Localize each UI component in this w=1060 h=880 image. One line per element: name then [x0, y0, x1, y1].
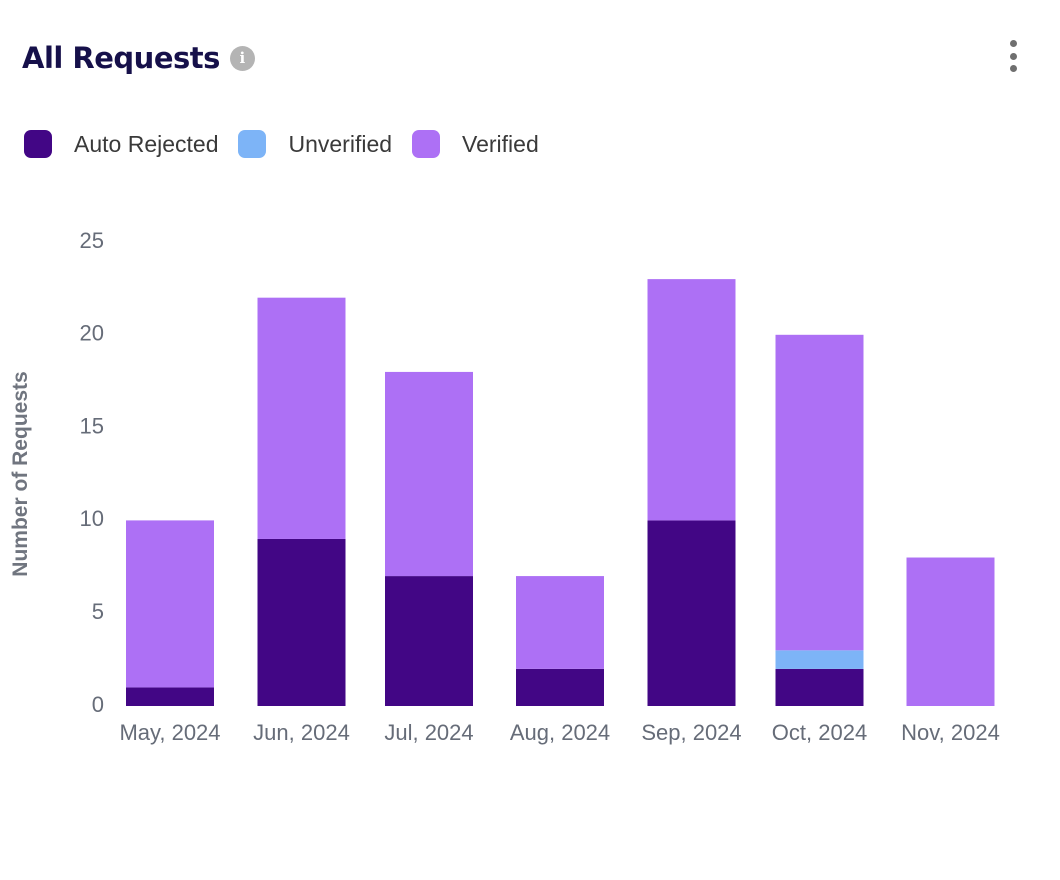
bar-auto-rejected	[385, 576, 473, 706]
card-header: All Requests i	[22, 36, 255, 80]
y-tick-label: 0	[92, 692, 104, 717]
bar-auto-rejected	[775, 668, 864, 706]
y-tick-label: 15	[80, 413, 104, 438]
y-tick-label: 10	[80, 506, 104, 531]
bar-auto-rejected	[516, 668, 604, 706]
bar-auto-rejected	[647, 520, 736, 706]
menu-dot	[1009, 52, 1017, 60]
legend-item-unverified[interactable]: Unverified	[238, 130, 392, 158]
y-tick-label: 20	[80, 321, 104, 346]
y-tick-label: 5	[92, 599, 104, 624]
x-tick-label: May, 2024	[119, 720, 220, 745]
bar-verified	[385, 371, 473, 577]
bar-verified	[775, 334, 864, 651]
legend-label: Unverified	[288, 130, 393, 157]
legend-swatch	[412, 130, 441, 158]
info-icon[interactable]: i	[229, 45, 255, 71]
y-axis-title: Number of Requests	[9, 371, 32, 576]
legend-swatch	[24, 130, 52, 158]
menu-dot	[1009, 40, 1017, 47]
legend-label: Verified	[462, 130, 539, 157]
kebab-menu-icon[interactable]	[1000, 38, 1026, 74]
x-tick-label: Jun, 2024	[253, 720, 350, 745]
bar-verified	[906, 557, 995, 706]
bar-verified	[516, 576, 604, 669]
legend-swatch	[238, 130, 267, 158]
bar-unverified	[775, 650, 864, 669]
x-tick-label: Sep, 2024	[641, 720, 741, 745]
menu-dot	[1009, 65, 1017, 72]
bar-verified	[647, 279, 736, 521]
x-tick-label: Nov, 2024	[901, 720, 1000, 745]
card-title: All Requests	[22, 41, 220, 75]
bar-verified	[126, 520, 214, 688]
bar-auto-rejected	[126, 687, 214, 706]
bar-auto-rejected	[257, 538, 346, 706]
legend-item-verified[interactable]: Verified	[412, 130, 539, 158]
y-tick-label: 25	[80, 228, 104, 253]
legend-label: Auto Rejected	[74, 130, 219, 157]
x-tick-label: Aug, 2024	[510, 720, 610, 745]
x-tick-label: Jul, 2024	[384, 720, 473, 745]
chart-legend: Auto Rejected Unverified Verified	[24, 130, 559, 158]
bar-verified	[257, 297, 346, 539]
legend-item-auto-rejected[interactable]: Auto Rejected	[24, 130, 218, 158]
x-tick-label: Oct, 2024	[772, 720, 867, 745]
